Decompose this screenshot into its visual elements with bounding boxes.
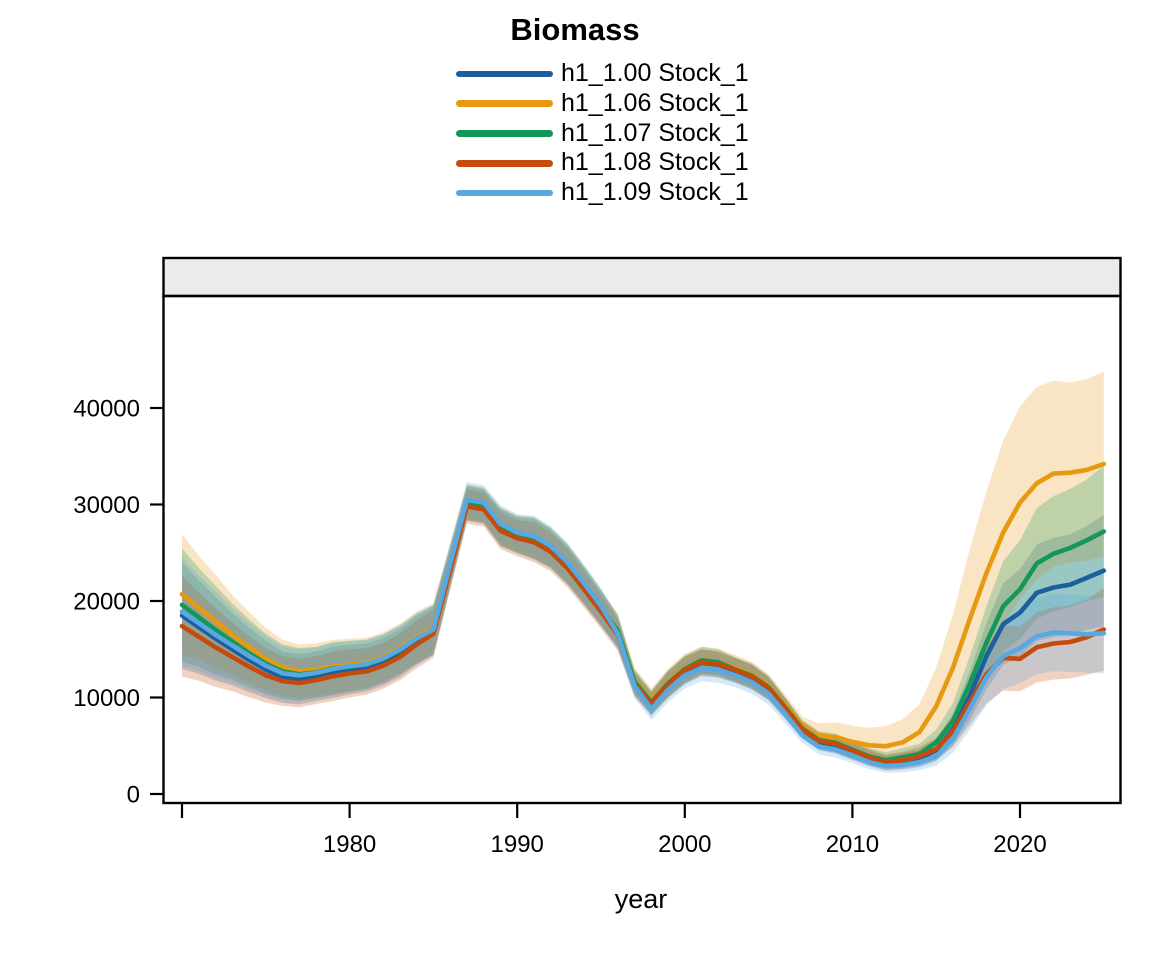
series-lines bbox=[179, 461, 1107, 769]
legend-swatch-line bbox=[456, 70, 553, 78]
x-axis-title: year bbox=[614, 884, 668, 914]
legend-swatch-line bbox=[456, 160, 553, 167]
line-h1_1.09 bbox=[179, 497, 1107, 769]
y-tick-label: 0 bbox=[127, 782, 140, 809]
facet-strip bbox=[162, 256, 1122, 298]
legend-item: h1_1.07 Stock_1 bbox=[456, 119, 749, 149]
legend-item: h1_1.08 Stock_1 bbox=[456, 148, 749, 178]
legend-item: h1_1.06 Stock_1 bbox=[456, 89, 749, 119]
y-tick-label: 30000 bbox=[73, 492, 140, 519]
legend-label: h1_1.09 Stock_1 bbox=[561, 178, 749, 207]
legend-item: h1_1.00 Stock_1 bbox=[456, 59, 749, 89]
legend-label: h1_1.06 Stock_1 bbox=[561, 88, 749, 117]
legend-item: h1_1.09 Stock_1 bbox=[456, 178, 749, 208]
legend-label: h1_1.00 Stock_1 bbox=[561, 59, 749, 87]
panel-border bbox=[162, 294, 1122, 805]
legend: h1_1.00 Stock_1 h1_1.06 Stock_1 h1_1.07 St… bbox=[456, 59, 749, 208]
legend-swatch-line bbox=[456, 130, 553, 137]
x-tick-label: 2000 bbox=[658, 831, 711, 858]
x-tick-label: 2010 bbox=[826, 831, 879, 858]
y-tick-label: 10000 bbox=[73, 685, 140, 712]
x-axis: 1980 1990 2000 2010 2020 bbox=[180, 804, 1047, 858]
y-tick-label: 40000 bbox=[73, 396, 140, 423]
x-tick-label: 1980 bbox=[323, 831, 376, 858]
legend-swatch-line bbox=[456, 189, 553, 197]
x-tick-label: 2020 bbox=[993, 831, 1046, 858]
legend-swatch-line bbox=[456, 100, 553, 107]
y-axis: 0 10000 20000 30000 40000 bbox=[73, 396, 163, 809]
chart-title: Biomass bbox=[510, 12, 640, 47]
legend-label: h1_1.07 Stock_1 bbox=[561, 118, 749, 147]
x-tick-label: 1990 bbox=[491, 831, 544, 858]
y-tick-label: 20000 bbox=[73, 589, 140, 616]
legend-label: h1_1.08 Stock_1 bbox=[561, 148, 749, 177]
